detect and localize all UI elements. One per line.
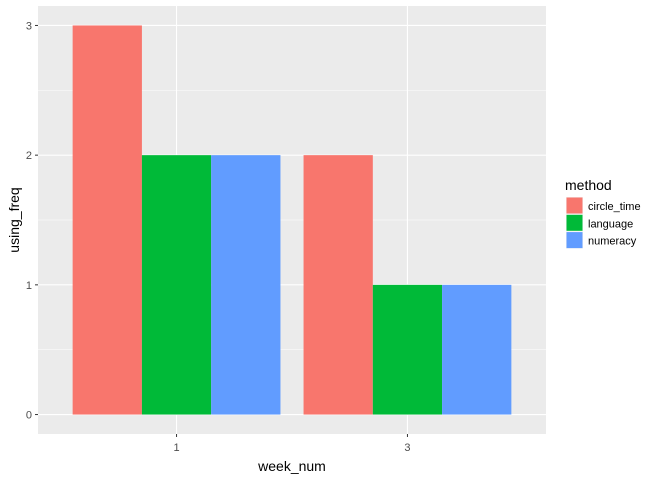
- x-tick-label: 1: [173, 442, 179, 454]
- y-tick-label: 3: [26, 20, 32, 32]
- x-axis-title: week_num: [257, 458, 326, 474]
- bar-language-week-3: [372, 284, 443, 415]
- bars: [72, 25, 512, 415]
- legend-title: method: [565, 177, 612, 193]
- legend-label-circle_time: circle_time: [588, 201, 641, 213]
- y-tick-label: 1: [26, 280, 32, 292]
- legend-swatch-language: [566, 214, 583, 231]
- legend-swatch-circle_time: [566, 197, 583, 214]
- legend-label-numeracy: numeracy: [588, 236, 637, 248]
- bar-circle_time-week-3: [303, 155, 373, 415]
- legend-swatch-numeracy: [566, 232, 583, 249]
- bar-circle_time-week-1: [72, 25, 142, 415]
- bar-numeracy-week-3: [442, 284, 512, 415]
- legend: method circle_time language numeracy: [565, 177, 641, 249]
- bar-language-week-1: [141, 155, 212, 415]
- legend-label-language: language: [588, 218, 633, 230]
- y-axis: 0 1 2 3: [26, 20, 38, 422]
- y-tick-label: 2: [26, 150, 32, 162]
- bar-numeracy-week-1: [211, 155, 281, 415]
- y-axis-title: using_freq: [6, 187, 22, 252]
- x-tick-label: 3: [404, 442, 410, 454]
- y-tick-label: 0: [26, 410, 32, 422]
